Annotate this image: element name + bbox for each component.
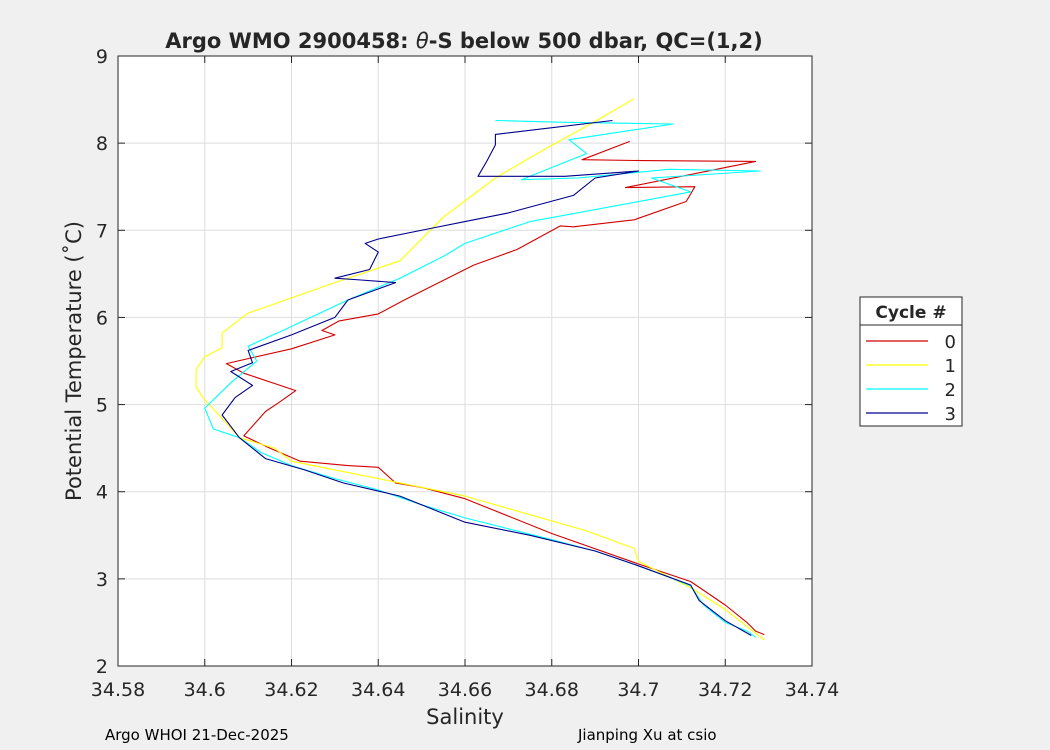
series-layer — [195, 98, 765, 641]
y-tick-label: 6 — [96, 307, 108, 329]
x-axis-ticks: 34.58 34.6 34.62 34.64 34.66 34.68 34.7 34.72 34… — [91, 56, 839, 701]
x-tick-label: 34.7 — [617, 679, 659, 701]
y-axis-label: Potential Temperature (˚C) — [62, 221, 86, 501]
legend-label-cycle-1: 1 — [945, 356, 956, 377]
chart-title: Argo WMO 2900458: θ-S below 500 dbar, QC… — [165, 29, 762, 53]
y-tick-label: 7 — [96, 220, 108, 242]
x-tick-label: 34.72 — [698, 679, 752, 701]
y-tick-label: 2 — [96, 656, 108, 678]
x-tick-label: 34.58 — [91, 679, 145, 701]
y-axis-ticks: 2 3 4 5 6 7 8 9 — [96, 46, 812, 678]
x-tick-label: 34.62 — [264, 679, 318, 701]
x-axis-label: Salinity — [426, 705, 504, 729]
x-tick-label: 34.64 — [351, 679, 405, 701]
legend-box — [859, 296, 963, 427]
y-tick-label: 9 — [96, 46, 108, 68]
legend-label-cycle-2: 2 — [945, 380, 956, 401]
series-line-cycle-3 — [221, 119, 752, 636]
x-tick-label: 34.66 — [438, 679, 492, 701]
series-line-cycle-1 — [195, 98, 765, 641]
y-tick-label: 3 — [96, 569, 108, 591]
footer-right: Jianping Xu at csio — [578, 726, 717, 744]
x-tick-label: 34.74 — [785, 679, 839, 701]
x-tick-label: 34.6 — [184, 679, 226, 701]
footer-left: Argo WHOI 21-Dec-2025 — [105, 726, 289, 744]
y-tick-label: 8 — [96, 133, 108, 155]
x-tick-label: 34.68 — [525, 679, 579, 701]
legend-label-cycle-3: 3 — [945, 404, 956, 425]
y-tick-label: 5 — [96, 395, 108, 417]
legend: Cycle # 0 1 2 3 — [859, 296, 963, 427]
legend-label-cycle-0: 0 — [945, 332, 956, 353]
series-line-cycle-0 — [225, 140, 765, 636]
legend-title: Cycle # — [875, 303, 946, 323]
y-tick-label: 4 — [96, 482, 108, 504]
